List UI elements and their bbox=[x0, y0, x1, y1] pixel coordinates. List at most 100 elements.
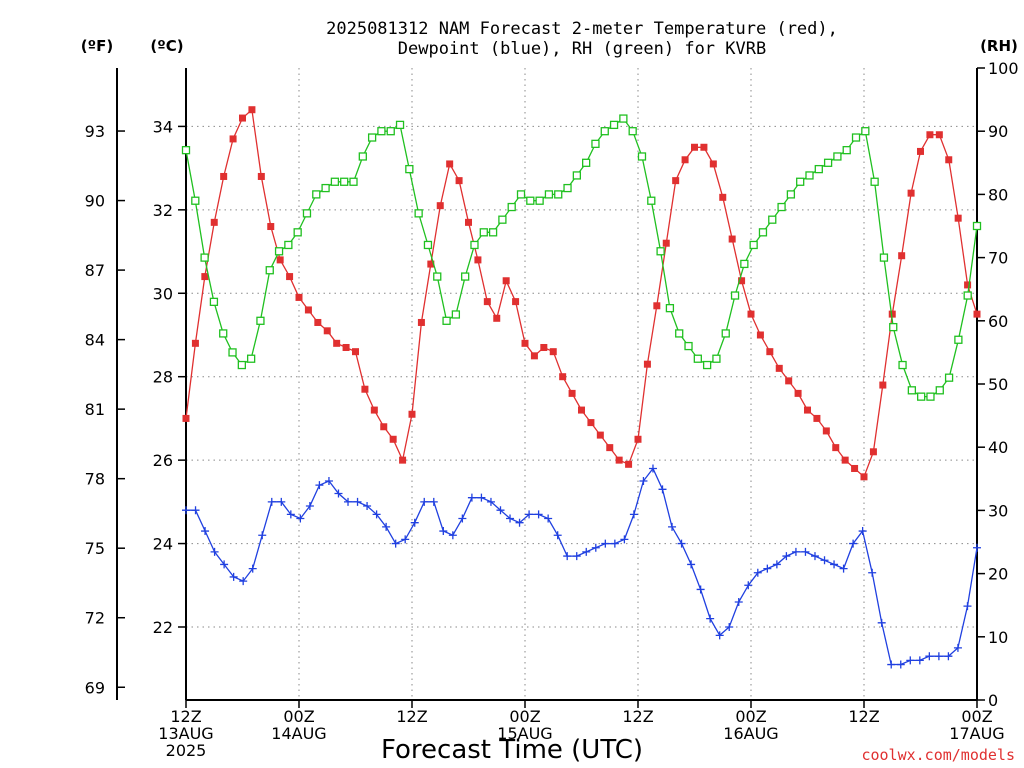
data-point bbox=[858, 527, 867, 536]
data-point bbox=[286, 273, 294, 281]
data-point bbox=[258, 531, 267, 540]
data-point bbox=[461, 272, 470, 281]
fahrenheit-tick-label: 90 bbox=[85, 192, 105, 211]
data-point bbox=[832, 444, 840, 452]
data-point bbox=[353, 497, 362, 506]
data-point bbox=[889, 322, 898, 332]
rh-tick-label: 10 bbox=[988, 628, 1008, 647]
data-point bbox=[823, 158, 833, 167]
data-point bbox=[753, 568, 762, 577]
data-point bbox=[963, 291, 972, 300]
data-point bbox=[730, 291, 740, 300]
data-point bbox=[591, 139, 600, 148]
time-tick-label: 12Z bbox=[396, 707, 427, 726]
rh-tick-label: 100 bbox=[988, 59, 1019, 78]
data-point bbox=[554, 190, 563, 199]
data-point bbox=[380, 423, 388, 431]
data-point bbox=[467, 493, 476, 502]
data-point bbox=[286, 510, 295, 519]
rh-tick-label: 80 bbox=[988, 185, 1008, 204]
data-point bbox=[446, 160, 454, 168]
rh-tick-label: 60 bbox=[988, 312, 1008, 331]
time-tick-label: 00Z 14AUG bbox=[271, 707, 326, 743]
data-point bbox=[768, 215, 777, 224]
data-point bbox=[756, 331, 764, 339]
data-point bbox=[358, 152, 367, 161]
data-point bbox=[963, 602, 972, 611]
data-point bbox=[587, 419, 595, 427]
data-point bbox=[436, 202, 444, 210]
data-point bbox=[191, 196, 200, 205]
data-point bbox=[763, 564, 772, 573]
data-point bbox=[228, 348, 237, 357]
data-point bbox=[498, 215, 507, 224]
data-point bbox=[833, 152, 842, 161]
data-point bbox=[656, 247, 665, 256]
data-point bbox=[734, 597, 743, 606]
data-point bbox=[237, 360, 246, 370]
data-point bbox=[302, 209, 312, 218]
data-point bbox=[973, 310, 981, 318]
data-point bbox=[601, 539, 610, 548]
celsius-tick-label: 30 bbox=[153, 284, 173, 303]
data-point bbox=[628, 127, 637, 136]
data-point bbox=[408, 410, 416, 418]
data-point bbox=[609, 120, 619, 130]
data-point bbox=[334, 489, 343, 498]
fahrenheit-tick-label: 87 bbox=[85, 261, 105, 280]
data-point bbox=[662, 239, 670, 247]
data-point bbox=[340, 177, 349, 186]
data-point bbox=[265, 266, 274, 275]
data-point bbox=[972, 221, 982, 231]
data-point bbox=[954, 214, 962, 222]
time-tick-label: 00Z 15AUG bbox=[497, 707, 552, 743]
data-point bbox=[563, 552, 572, 561]
data-point bbox=[323, 327, 331, 335]
data-point bbox=[256, 316, 265, 325]
data-point bbox=[794, 389, 802, 397]
data-point bbox=[861, 127, 870, 136]
data-point bbox=[706, 614, 715, 623]
data-point bbox=[321, 183, 330, 193]
celsius-tick-label: 32 bbox=[153, 201, 173, 220]
data-point bbox=[257, 172, 265, 180]
fahrenheit-tick-label: 84 bbox=[85, 331, 105, 350]
data-point bbox=[935, 386, 944, 395]
data-point bbox=[777, 202, 786, 212]
data-point bbox=[830, 560, 839, 569]
data-point bbox=[709, 160, 717, 168]
data-point bbox=[804, 406, 811, 414]
data-point bbox=[239, 577, 248, 586]
data-point bbox=[451, 310, 461, 319]
data-point bbox=[274, 247, 284, 256]
data-point bbox=[324, 476, 333, 485]
data-series bbox=[181, 106, 982, 669]
data-point bbox=[915, 656, 924, 665]
data-point bbox=[572, 552, 581, 561]
data-point bbox=[926, 131, 934, 139]
data-point bbox=[210, 218, 218, 226]
data-point bbox=[391, 539, 400, 548]
data-point bbox=[479, 228, 488, 237]
data-point bbox=[534, 510, 543, 519]
data-point bbox=[935, 131, 943, 139]
data-point bbox=[591, 543, 600, 552]
data-point bbox=[382, 522, 391, 531]
data-point bbox=[898, 360, 907, 370]
data-point bbox=[363, 502, 372, 511]
data-point bbox=[521, 339, 529, 347]
data-point bbox=[672, 177, 680, 185]
data-point bbox=[712, 354, 721, 363]
data-point bbox=[696, 585, 705, 594]
data-point bbox=[879, 253, 889, 262]
data-point bbox=[342, 343, 350, 351]
data-point bbox=[507, 202, 516, 212]
data-point bbox=[668, 522, 677, 531]
data-point bbox=[691, 143, 698, 151]
data-point bbox=[488, 228, 498, 237]
data-point bbox=[333, 339, 341, 347]
data-point bbox=[349, 177, 358, 186]
rh-tick-label: 0 bbox=[988, 691, 998, 710]
data-point bbox=[455, 177, 463, 185]
data-point bbox=[267, 223, 275, 231]
